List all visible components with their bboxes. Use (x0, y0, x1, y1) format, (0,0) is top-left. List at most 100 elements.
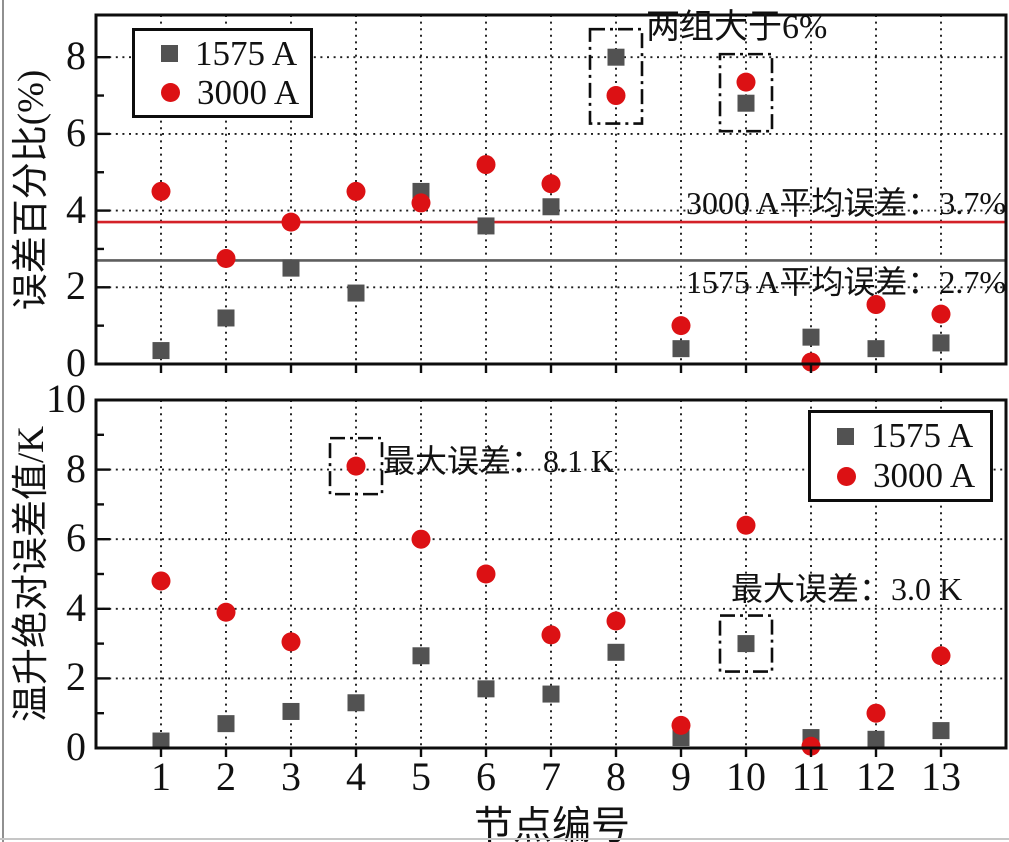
legend-label-1575: 1575 A (871, 416, 974, 455)
data-point-square-1575A (607, 643, 625, 661)
data-point-square-1575A (737, 94, 755, 112)
y-tick-label: 4 (66, 584, 86, 630)
data-point-square-1575A (477, 217, 495, 235)
data-point-circle-3000A (346, 456, 366, 476)
data-point-circle-3000A (736, 72, 756, 92)
legend-label-1575: 1575 A (195, 33, 298, 73)
data-point-square-1575A (542, 198, 560, 216)
data-point-square-1575A (867, 730, 885, 748)
x-tick-label: 1 (151, 754, 171, 799)
x-tick-label: 13 (921, 754, 961, 799)
data-point-square-1575A (282, 702, 300, 720)
legend-circle-marker-icon (837, 466, 856, 486)
data-point-circle-3000A (606, 611, 626, 631)
data-point-circle-3000A (476, 155, 496, 175)
data-point-square-1575A (672, 340, 690, 358)
data-point-square-1575A (932, 722, 950, 740)
data-point-circle-3000A (866, 295, 886, 315)
data-point-square-1575A (347, 284, 365, 302)
highlight-box (328, 436, 384, 496)
x-tick-label: 5 (411, 754, 431, 799)
data-point-circle-3000A (281, 632, 301, 652)
legend-square-marker-icon (837, 427, 854, 445)
data-point-square-1575A (412, 647, 430, 665)
legend-circle-marker-icon (161, 83, 180, 102)
highlight-box (718, 614, 774, 673)
data-point-circle-3000A (606, 86, 626, 106)
y-tick-label: 0 (66, 724, 86, 769)
data-point-square-1575A (347, 694, 365, 712)
scan-edge-line-left (2, 0, 4, 842)
data-point-circle-3000A (216, 249, 236, 269)
x-tick-label: 6 (476, 754, 496, 799)
y-tick-label: 2 (66, 654, 86, 700)
x-tick-label: 9 (671, 754, 691, 799)
annotation-two-groups-above-6pct: 两组大于6% (646, 9, 828, 46)
annotation-avg-error-1575A: 1575 A平均误差：2.7% (685, 264, 1006, 300)
data-point-circle-3000A (411, 193, 431, 213)
data-point-circle-3000A (736, 515, 756, 535)
legend-top-panel: 1575 A 3000 A (132, 28, 313, 118)
x-axis-label: 节点编号 (473, 805, 630, 842)
data-point-square-1575A (867, 340, 885, 358)
scan-edge-line-bottom (0, 838, 1009, 840)
data-point-circle-3000A (411, 529, 431, 549)
x-tick-label: 3 (281, 754, 301, 799)
y-tick-label: 6 (66, 109, 86, 155)
annotation-max-error-8-1K: 最大误差：8.1 K (383, 443, 615, 479)
legend-square-marker-icon (161, 45, 178, 62)
data-point-circle-3000A (216, 602, 236, 622)
data-point-circle-3000A (476, 564, 496, 584)
data-point-square-1575A (282, 259, 300, 277)
data-point-square-1575A (217, 715, 235, 733)
data-point-circle-3000A (931, 646, 951, 666)
legend-item-3000: 3000 A (811, 458, 990, 494)
data-point-circle-3000A (541, 625, 561, 645)
legend-bottom-panel: 1575 A 3000 A (808, 410, 993, 502)
annotation-avg-error-3000A: 3000 A平均误差：3.7% (685, 185, 1006, 221)
legend-item-1575: 1575 A (135, 33, 310, 73)
legend-label-3000: 3000 A (197, 72, 300, 112)
legend-label-3000: 3000 A (873, 456, 976, 495)
legend-item-1575: 1575 A (811, 418, 990, 454)
y-tick-label: 8 (66, 33, 86, 79)
x-tick-label: 8 (606, 754, 626, 799)
data-point-circle-3000A (801, 736, 821, 756)
data-point-square-1575A (737, 635, 755, 653)
data-point-square-1575A (152, 342, 170, 360)
x-tick-label: 12 (856, 754, 896, 799)
x-tick-label: 4 (346, 754, 366, 799)
y-tick-label: 6 (66, 515, 86, 561)
y-tick-label: 8 (66, 445, 86, 491)
y-tick-label: 0 (66, 340, 86, 385)
data-point-circle-3000A (931, 304, 951, 324)
data-point-circle-3000A (151, 571, 171, 591)
highlight-box (588, 27, 644, 125)
data-point-square-1575A (542, 685, 560, 703)
x-tick-label: 7 (541, 754, 561, 799)
y-tick-label: 4 (66, 186, 86, 232)
data-point-circle-3000A (801, 352, 821, 372)
data-point-square-1575A (217, 309, 235, 327)
annotation-max-error-3-0K: 最大误差：3.0 K (731, 571, 963, 607)
x-tick-label: 11 (791, 754, 831, 799)
data-point-square-1575A (477, 680, 495, 698)
y-tick-label: 10 (46, 376, 86, 421)
data-point-circle-3000A (281, 212, 301, 232)
data-point-square-1575A (607, 48, 625, 66)
data-point-circle-3000A (151, 181, 171, 201)
y-tick-label: 2 (66, 263, 86, 309)
x-tick-label: 10 (726, 754, 766, 799)
data-point-square-1575A (932, 334, 950, 352)
data-point-circle-3000A (346, 181, 366, 201)
x-tick-label: 2 (216, 754, 236, 799)
data-point-square-1575A (152, 732, 170, 750)
highlight-box (718, 52, 774, 133)
data-point-circle-3000A (866, 703, 886, 723)
data-point-square-1575A (802, 328, 820, 346)
bottom-panel (94, 398, 1008, 757)
data-point-circle-3000A (541, 174, 561, 194)
legend-item-3000: 3000 A (135, 72, 310, 112)
